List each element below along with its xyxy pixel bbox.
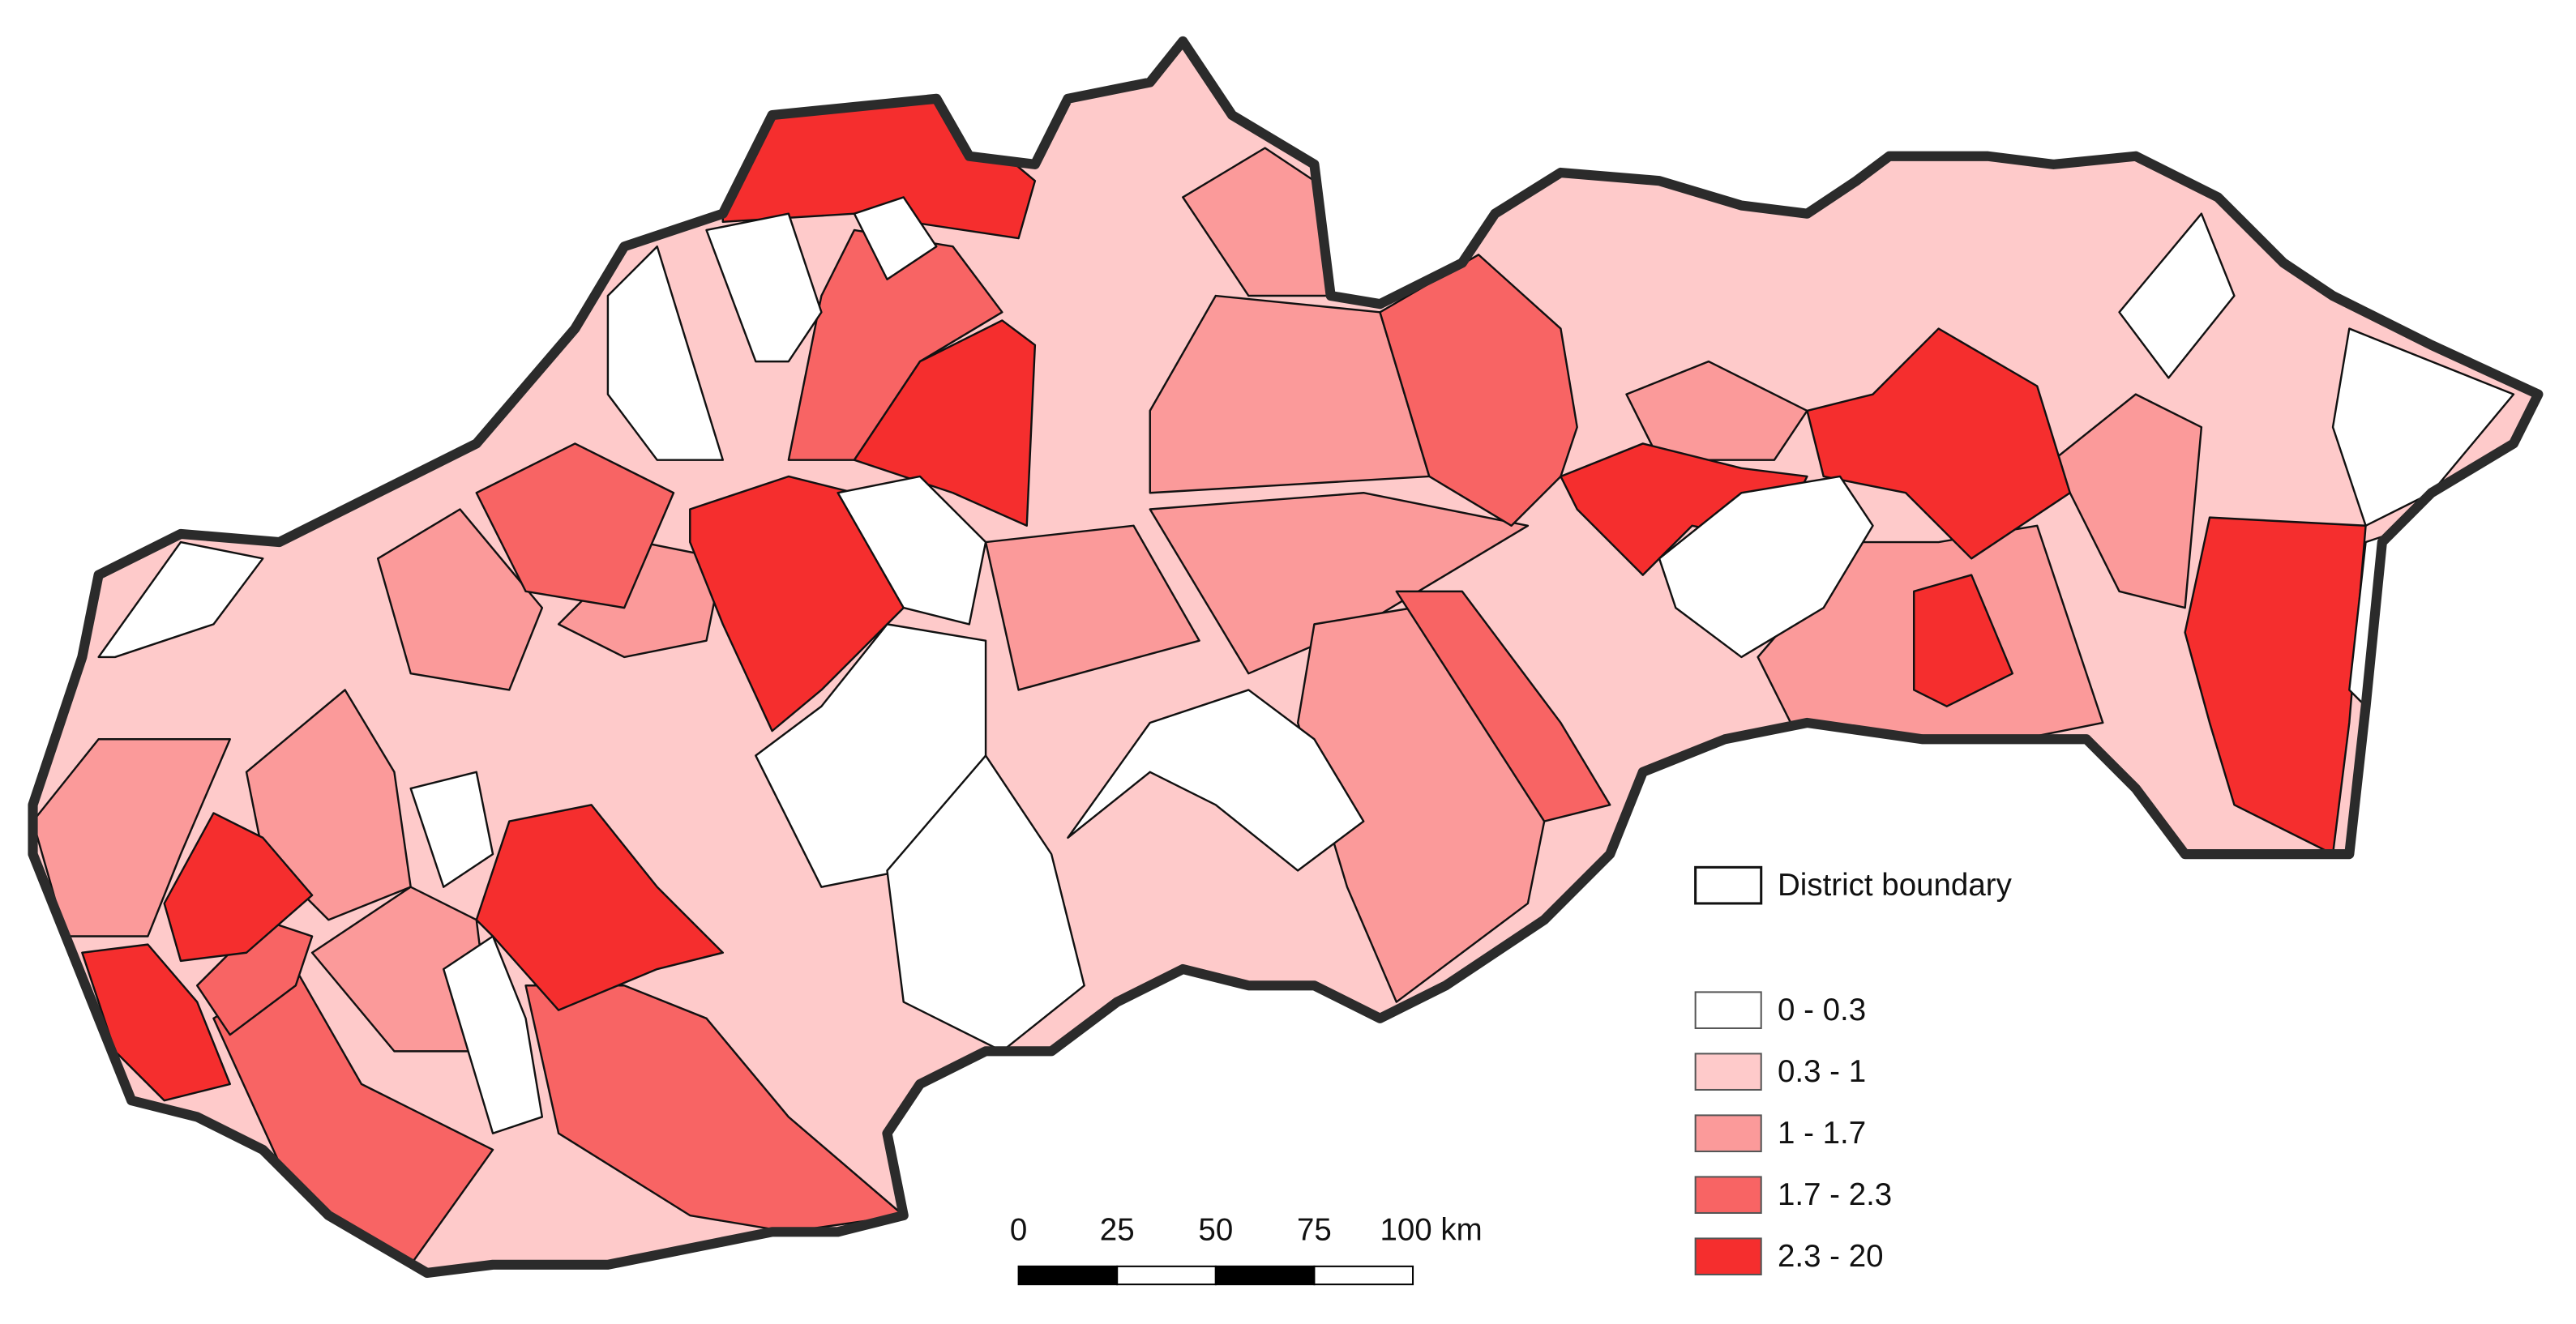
scale-bar: 0 25 50 75 100 km [1010, 1212, 1483, 1286]
district [475, 804, 725, 1011]
scale-segment [1017, 1265, 1119, 1286]
district [853, 196, 938, 280]
district [1067, 689, 1365, 872]
legend-label: 1.7 - 2.3 [1778, 1177, 1892, 1212]
legend-label: 0 - 0.3 [1778, 993, 1866, 1027]
district [689, 475, 905, 732]
district [1395, 590, 1611, 822]
scale-label: 50 [1198, 1212, 1233, 1247]
legend-swatch [1694, 991, 1762, 1029]
legend-label: 0.3 - 1 [1778, 1054, 1866, 1089]
district [837, 475, 987, 626]
district [376, 508, 544, 691]
legend-label: 2.3 - 20 [1778, 1239, 1884, 1274]
scale-segment [1313, 1265, 1414, 1286]
legend-swatch [1694, 1053, 1762, 1091]
legend-swatch [1694, 1114, 1762, 1152]
district [984, 524, 1200, 691]
district [443, 935, 544, 1134]
district [886, 754, 1085, 1053]
legend-label: 1 - 1.7 [1778, 1116, 1866, 1151]
district [1912, 574, 2014, 707]
district [163, 812, 314, 963]
scale-segment [1214, 1265, 1316, 1286]
legend: District boundary 0 - 0.3 0.3 - 1 1 - 1.7 1… [1694, 865, 2013, 1276]
district [853, 319, 1037, 527]
scale-label: 100 km [1380, 1212, 1483, 1247]
district [2184, 516, 2367, 856]
district [1379, 254, 1578, 527]
district [409, 771, 494, 888]
legend-swatch [1694, 1176, 1762, 1215]
district [2052, 393, 2203, 609]
district [2331, 327, 2515, 527]
legend-swatch [1694, 1237, 1762, 1276]
legend-boundary-swatch [1694, 865, 1763, 905]
district [97, 540, 264, 659]
scale-label: 25 [1100, 1212, 1135, 1247]
scale-segment [1116, 1265, 1217, 1286]
district [1806, 327, 2071, 560]
legend-classes: 0 - 0.3 0.3 - 1 1 - 1.7 1.7 - 2.3 2.3 - 20 [1694, 991, 1892, 1276]
district [1149, 492, 1530, 675]
district [475, 442, 675, 609]
scale-label: 0 [1010, 1212, 1027, 1247]
scale-label: 75 [1297, 1212, 1332, 1247]
legend-boundary-label: District boundary [1778, 868, 2013, 903]
district [1658, 475, 1874, 659]
district [2118, 212, 2236, 379]
district [606, 246, 725, 461]
district [705, 212, 823, 363]
